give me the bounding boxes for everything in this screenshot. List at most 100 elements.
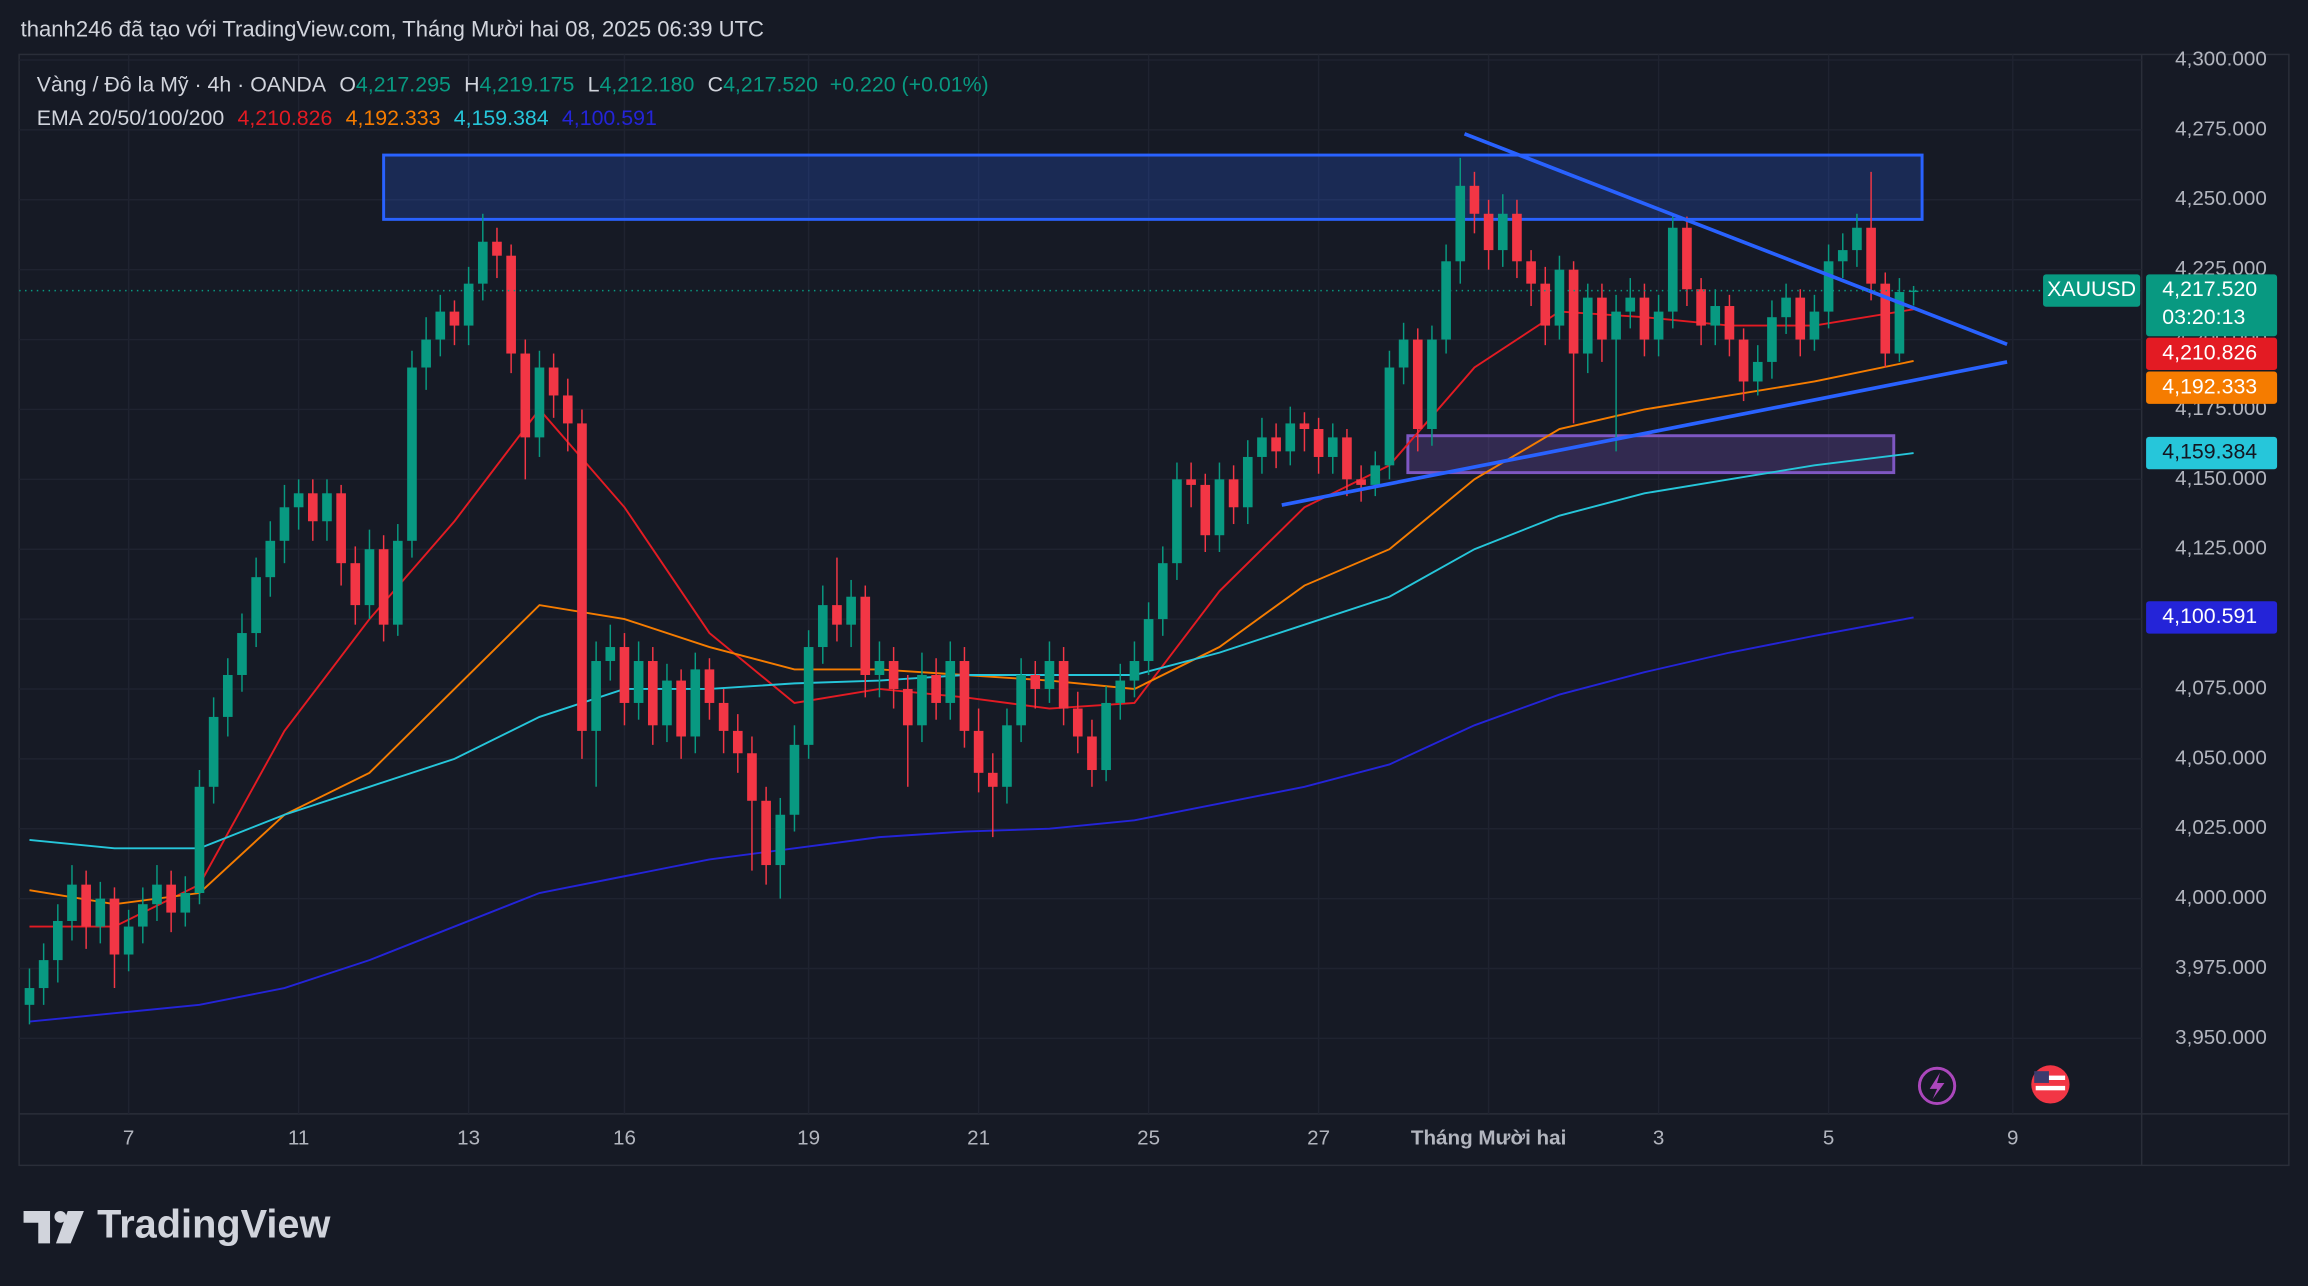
- ema-tag: [2146, 601, 2278, 634]
- grid: [19, 54, 2142, 1114]
- candle-body: [860, 596, 871, 675]
- candle-body: [1554, 269, 1565, 326]
- y-tick-label: 4,275.000: [2175, 117, 2267, 140]
- candle-body: [222, 674, 233, 717]
- candle-body: [123, 926, 134, 955]
- price-tag: [2146, 274, 2278, 337]
- candle-body: [874, 661, 885, 675]
- candle-body: [293, 493, 304, 508]
- candle-body: [959, 661, 970, 731]
- ema-tag-text: 4,192.333: [2162, 374, 2257, 398]
- candle-body: [917, 674, 927, 726]
- candle-body: [676, 680, 686, 737]
- candle-body: [449, 311, 460, 326]
- x-tick-label: 11: [288, 1126, 309, 1149]
- candle-body: [407, 367, 417, 541]
- candle-body: [619, 647, 630, 703]
- candle-body: [1101, 702, 1111, 771]
- candle-body: [1030, 674, 1041, 689]
- logo-mark: [23, 1210, 51, 1244]
- x-tick-label: Tháng Mười hai: [1411, 1126, 1566, 1149]
- candle-body: [1129, 661, 1140, 681]
- icon-lightning: [1917, 1066, 1957, 1106]
- candle-body: [1653, 311, 1664, 340]
- candle-body: [633, 661, 644, 703]
- candle-body: [194, 786, 205, 894]
- candle-body: [987, 772, 998, 787]
- candle-body: [747, 753, 757, 801]
- candle-body: [1512, 213, 1522, 262]
- indicator-value: 4,192.333: [346, 106, 441, 130]
- x-tick-label: 9: [2007, 1126, 2018, 1149]
- candle-body: [1115, 680, 1126, 703]
- indicator-value: 4,100.591: [562, 106, 657, 130]
- candle-body: [95, 898, 106, 927]
- candle-body: [1667, 227, 1678, 312]
- candle-body: [1880, 283, 1891, 354]
- ohlc-key: O: [339, 72, 356, 96]
- y-tick-label: 4,000.000: [2175, 886, 2267, 909]
- icon-flag-stripe: [2035, 1075, 2066, 1081]
- candle-body: [662, 680, 672, 726]
- ema-tag: [2146, 371, 2278, 404]
- candle-body: [832, 605, 842, 625]
- candle-body: [1370, 465, 1381, 485]
- candle-body: [1568, 269, 1579, 354]
- candle-body: [1242, 456, 1253, 508]
- countdown: 03:20:13: [2162, 305, 2245, 329]
- candle-body: [336, 493, 346, 564]
- logo-dot: [54, 1210, 67, 1223]
- ohlc-value: 4,219.175: [479, 72, 574, 96]
- candle-body: [1611, 311, 1621, 340]
- candle-body: [1837, 250, 1848, 262]
- x-tick-label: 19: [797, 1126, 820, 1149]
- y-tick-label: 4,300.000: [2175, 47, 2267, 70]
- legend-main: Vàng / Đô la Mỹ · 4h · OANDA O4,217.295 H4…: [37, 72, 989, 96]
- candle-body: [1271, 437, 1281, 452]
- candle-body: [1582, 297, 1593, 354]
- candle-body: [208, 716, 219, 787]
- candle-body: [492, 241, 502, 256]
- candle-body: [718, 702, 729, 731]
- candle-body: [251, 577, 261, 634]
- zone: [382, 153, 1924, 221]
- candle-body: [973, 730, 984, 773]
- ohlc-key: L: [588, 72, 600, 96]
- candle-body: [1143, 619, 1154, 662]
- candle-body: [1299, 423, 1310, 430]
- candle-body: [1157, 563, 1168, 620]
- candle-body: [562, 395, 573, 424]
- candle-body: [1342, 437, 1352, 480]
- candle-body: [38, 960, 49, 989]
- icon-lightning-bolt: [1929, 1072, 1945, 1100]
- candle-body: [350, 563, 361, 606]
- candle-body: [1710, 306, 1721, 326]
- candle-body: [591, 661, 601, 731]
- candle-body: [931, 674, 941, 703]
- plot: [19, 132, 2142, 1025]
- candle-body: [378, 549, 389, 625]
- candle-body: [180, 893, 191, 913]
- candle-body: [1087, 736, 1097, 771]
- candle-body: [81, 884, 91, 927]
- candle-body: [520, 353, 531, 438]
- candle-body: [52, 920, 63, 961]
- ema-tag: [2146, 337, 2278, 371]
- candle-body: [1327, 437, 1338, 457]
- candle-body: [1214, 479, 1225, 536]
- candle-body: [1738, 339, 1749, 382]
- symbol-tag: [2043, 274, 2141, 307]
- candle-body: [534, 367, 545, 438]
- candle-body: [775, 814, 786, 866]
- candle-body: [1172, 479, 1182, 564]
- candle-body: [902, 688, 913, 726]
- candle-body: [1866, 227, 1876, 284]
- candle-body: [1894, 292, 1905, 354]
- candle-body: [577, 423, 587, 731]
- candle-body: [137, 904, 148, 927]
- indicator-value: 4,159.384: [454, 106, 549, 130]
- candle-body: [1002, 725, 1012, 787]
- event-icons: [1917, 1065, 2070, 1106]
